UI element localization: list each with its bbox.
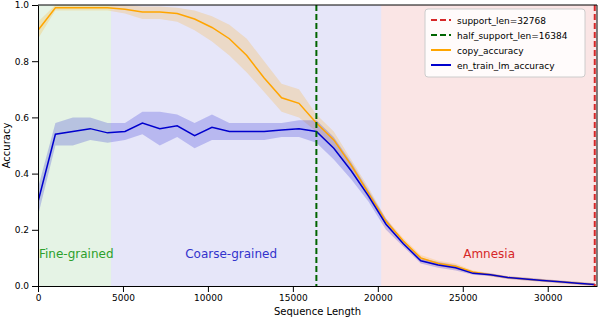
frame xyxy=(38,5,597,6)
tick-label: 0.6 xyxy=(15,113,30,123)
x-axis: 0 5000 10000 15000 20000 25000 30000 xyxy=(36,286,598,303)
tick-mark xyxy=(32,117,38,118)
region-label: Coarse-grained xyxy=(185,247,277,261)
frame xyxy=(597,5,598,286)
tick-mark xyxy=(208,286,209,292)
tick: 10000 xyxy=(194,286,223,303)
legend-swatch xyxy=(431,49,451,51)
legend-label: half_support_len=16384 xyxy=(457,31,568,41)
confidence-band xyxy=(38,5,595,286)
tick-label: 10000 xyxy=(194,293,223,303)
tick-mark xyxy=(32,174,38,175)
tick-label: 30000 xyxy=(534,293,563,303)
tick-mark xyxy=(378,286,379,292)
tick-label: 15000 xyxy=(279,293,308,303)
tick-label: 25000 xyxy=(449,293,478,303)
region-label: Amnesia xyxy=(463,247,515,261)
tick: 0 xyxy=(36,286,42,303)
region xyxy=(38,5,111,286)
legend-label: en_train_lm_accuracy xyxy=(457,61,555,71)
legend-swatch xyxy=(431,19,451,21)
axis-line xyxy=(39,286,598,287)
tick-label: 0.2 xyxy=(15,225,29,235)
tick: 15000 xyxy=(279,286,308,303)
tick: 30000 xyxy=(534,286,563,303)
legend-swatch xyxy=(431,34,451,36)
tick-mark xyxy=(548,286,549,292)
tick-mark xyxy=(32,5,38,6)
region xyxy=(381,5,597,286)
tick-label: 0.0 xyxy=(15,281,30,291)
y-axis-title: Accuracy xyxy=(1,123,12,169)
plot-area xyxy=(38,5,597,286)
tick-mark xyxy=(32,61,38,62)
legend-label: support_len=32768 xyxy=(457,16,546,26)
tick-mark xyxy=(293,286,294,292)
tick: 0.2 xyxy=(15,225,38,235)
tick-label: 1.0 xyxy=(15,0,30,10)
tick: 0.4 xyxy=(15,169,38,179)
tick: 1.0 xyxy=(15,0,38,10)
legend-swatch xyxy=(431,64,451,66)
tick-mark xyxy=(38,286,39,292)
chart: Fine-grained Coarse-grained Amnesia 0 5000 10… xyxy=(0,0,602,318)
tick: 5000 xyxy=(112,286,135,303)
region-label: Fine-grained xyxy=(39,247,114,261)
tick: 0.0 xyxy=(15,281,38,291)
tick-label: 20000 xyxy=(364,293,393,303)
legend: support_len=32768 half_support_len=16384c… xyxy=(425,9,585,77)
tick: 0.8 xyxy=(15,57,38,67)
region-labels: Fine-grained Coarse-grained Amnesia xyxy=(39,247,515,261)
reference-line xyxy=(594,5,596,286)
reference-line xyxy=(315,5,317,286)
x-axis-title: Sequence Length xyxy=(274,306,361,317)
tick-label: 0 xyxy=(36,293,42,303)
tick-mark xyxy=(32,286,38,287)
tick-mark xyxy=(32,230,38,231)
legend-label: copy_accuracy xyxy=(457,46,524,56)
tick-label: 5000 xyxy=(112,293,135,303)
tick-label: 0.4 xyxy=(15,169,30,179)
tick: 25000 xyxy=(449,286,478,303)
tick: 0.6 xyxy=(15,113,38,123)
axis-line xyxy=(38,6,39,287)
tick-label: 0.8 xyxy=(15,57,30,67)
tick-mark xyxy=(463,286,464,292)
legend-box xyxy=(425,9,585,77)
tick: 20000 xyxy=(364,286,393,303)
tick-mark xyxy=(123,286,124,292)
y-axis: 0.0 0.2 0.4 0.6 0.8 1.0 xyxy=(15,0,39,291)
